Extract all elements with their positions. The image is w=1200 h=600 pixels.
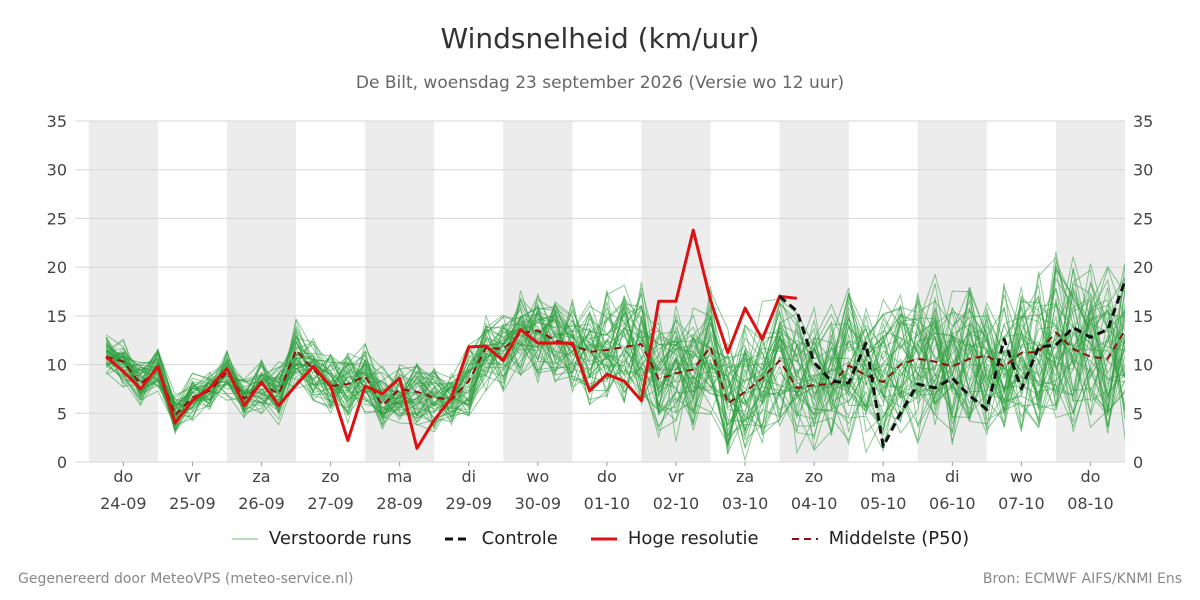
ensemble-member-line xyxy=(105,259,1125,436)
ensemble-member-line xyxy=(105,263,1125,431)
x-tick-day-label: do xyxy=(1080,467,1100,486)
x-tick-date-label: 28-09 xyxy=(376,494,423,513)
day-shading-6 xyxy=(503,121,573,462)
ensemble-member-line xyxy=(105,292,1125,441)
x-tick-date-label: 03-10 xyxy=(722,494,769,513)
y-tick-label-left: 15 xyxy=(47,307,67,326)
y-tick-label-left: 5 xyxy=(57,404,67,423)
ensemble-member-line xyxy=(105,286,1125,455)
legend-label-verstoorde-runs: Verstoorde runs xyxy=(268,528,412,549)
y-tick-label-right: 5 xyxy=(1133,404,1143,423)
y-tick-label-left: 25 xyxy=(47,209,67,228)
x-tick-date-label: 01-10 xyxy=(584,494,631,513)
chart-title: Windsnelheid (km/uur) xyxy=(440,22,760,55)
x-tick-day-label: za xyxy=(252,467,270,486)
legend-swatch-verstoorde-runs xyxy=(231,538,258,539)
legend-item-verstoorde-runs: Verstoorde runs xyxy=(231,528,412,549)
x-tick-date-label: 04-10 xyxy=(791,494,838,513)
x-tick-day-label: do xyxy=(113,467,133,486)
legend-item-hoge-resolutie: Hoge resolutie xyxy=(590,528,759,549)
legend-label-hoge-resolutie: Hoge resolutie xyxy=(627,528,759,549)
x-tick-day-label: wo xyxy=(1010,467,1033,486)
y-tick-label-left: 0 xyxy=(57,453,67,472)
footer-source: Bron: ECMWF AIFS/KNMI Ens xyxy=(982,571,1182,587)
x-tick-date-label: 05-10 xyxy=(860,494,907,513)
ensemble-member-line xyxy=(105,306,1125,453)
x-tick-day-label: vr xyxy=(184,467,200,486)
ensemble-member-line xyxy=(105,298,1125,421)
x-tick-date-label: 26-09 xyxy=(238,494,285,513)
x-tick-day-label: di xyxy=(945,467,960,486)
wind-speed-chart: 0 0 5 5 10 10 15 15 20 20 25 25 30 30 35 35 do 24-09 vr 25-… xyxy=(47,112,1154,513)
ensemble-member-line xyxy=(105,267,1125,447)
legend-label-controle: Controle xyxy=(481,528,558,549)
x-tick-date-label: 30-09 xyxy=(515,494,562,513)
y-tick-label-right: 0 xyxy=(1133,453,1143,472)
chart-subtitle: De Bilt, woensdag 23 september 2026 (Ver… xyxy=(355,73,845,93)
x-tick-day-label: ma xyxy=(871,467,896,486)
y-tick-label-left: 30 xyxy=(47,161,67,180)
x-tick-day-label: do xyxy=(597,467,617,486)
legend-label-middelste-p50: Middelste (P50) xyxy=(828,528,970,549)
x-tick-date-label: 07-10 xyxy=(998,494,1045,513)
ensemble-member-line xyxy=(105,278,1125,446)
x-tick-day-label: za xyxy=(736,467,754,486)
y-tick-label-left: 35 xyxy=(47,112,67,131)
legend-swatch-controle xyxy=(444,537,471,540)
x-tick-date-label: 27-09 xyxy=(307,494,354,513)
day-shading-2 xyxy=(226,121,297,462)
ensemble-member-line xyxy=(105,298,1125,455)
x-tick-date-label: 06-10 xyxy=(929,494,976,513)
ensemble-member-line xyxy=(105,268,1125,442)
x-tick-date-label: 25-09 xyxy=(169,494,216,513)
y-tick-label-right: 30 xyxy=(1133,161,1153,180)
x-tick-date-label: 08-10 xyxy=(1067,494,1114,513)
legend-swatch-hoge-resolutie xyxy=(590,537,617,540)
ensemble-member-line xyxy=(105,299,1125,424)
legend-swatch-middelste-p50 xyxy=(791,537,818,540)
x-tick-day-label: zo xyxy=(805,467,823,486)
ensemble-member-line xyxy=(105,283,1125,422)
y-tick-label-right: 10 xyxy=(1133,356,1153,375)
y-tick-label-right: 20 xyxy=(1133,258,1153,277)
day-shading-0 xyxy=(88,121,158,462)
x-tick-day-label: wo xyxy=(526,467,549,486)
x-tick-date-label: 24-09 xyxy=(100,494,147,513)
y-tick-label-right: 15 xyxy=(1133,307,1153,326)
footer-generated-by: Gegenereerd door MeteoVPS (meteo-service… xyxy=(18,571,354,587)
x-tick-day-label: ma xyxy=(387,467,412,486)
x-tick-date-label: 29-09 xyxy=(446,494,493,513)
chart-legend: Verstoorde runs Controle Hoge resolutie … xyxy=(0,528,1200,549)
y-tick-label-left: 10 xyxy=(47,356,67,375)
legend-item-middelste-p50: Middelste (P50) xyxy=(791,528,970,549)
series-line-middelste-p50 xyxy=(105,329,1125,417)
y-tick-label-left: 20 xyxy=(47,258,67,277)
x-tick-day-label: vr xyxy=(668,467,684,486)
series-line-hoge-resolutie xyxy=(105,228,798,450)
y-tick-label-right: 25 xyxy=(1133,209,1153,228)
legend-item-controle: Controle xyxy=(444,528,558,549)
x-tick-day-label: di xyxy=(461,467,476,486)
y-tick-label-right: 35 xyxy=(1133,112,1153,131)
x-tick-day-label: zo xyxy=(321,467,339,486)
x-tick-date-label: 02-10 xyxy=(653,494,700,513)
series-line-controle xyxy=(778,280,1125,448)
